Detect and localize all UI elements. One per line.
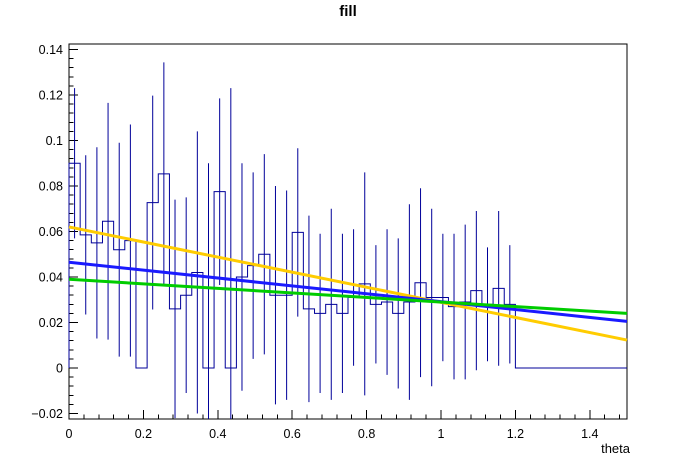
y-axis-tick-label: 0.14 — [39, 43, 63, 57]
x-axis-tick-label: 1.4 — [581, 427, 598, 441]
y-axis-tick-label: 0.1 — [46, 134, 63, 148]
chart-title: fill — [339, 3, 357, 20]
x-axis-tick-label: 0.8 — [358, 427, 375, 441]
x-axis-tick-label: 0.6 — [284, 427, 301, 441]
y-axis-tick-label: 0.02 — [39, 316, 63, 330]
x-axis-tick-label: 1 — [438, 427, 445, 441]
x-axis-tick-label: 0 — [66, 427, 73, 441]
x-axis-tick-label: 0.2 — [135, 427, 152, 441]
fit-line-yellow — [68, 225, 628, 342]
y-axis-tick-label: 0.08 — [39, 179, 63, 193]
x-axis-tick-label: 0.4 — [209, 427, 226, 441]
x-axis-title: theta — [601, 441, 630, 456]
x-axis-tick-label: 1.2 — [507, 427, 524, 441]
y-axis-tick-label: −0.02 — [31, 407, 63, 421]
y-axis-tick-label: 0.04 — [39, 271, 63, 285]
fit-line-blue — [68, 260, 628, 323]
y-axis-tick-label: 0.12 — [39, 88, 63, 102]
y-axis-tick-label: 0.06 — [39, 225, 63, 239]
y-axis-tick-label: 0 — [56, 362, 63, 376]
fit-line-green — [68, 277, 628, 315]
